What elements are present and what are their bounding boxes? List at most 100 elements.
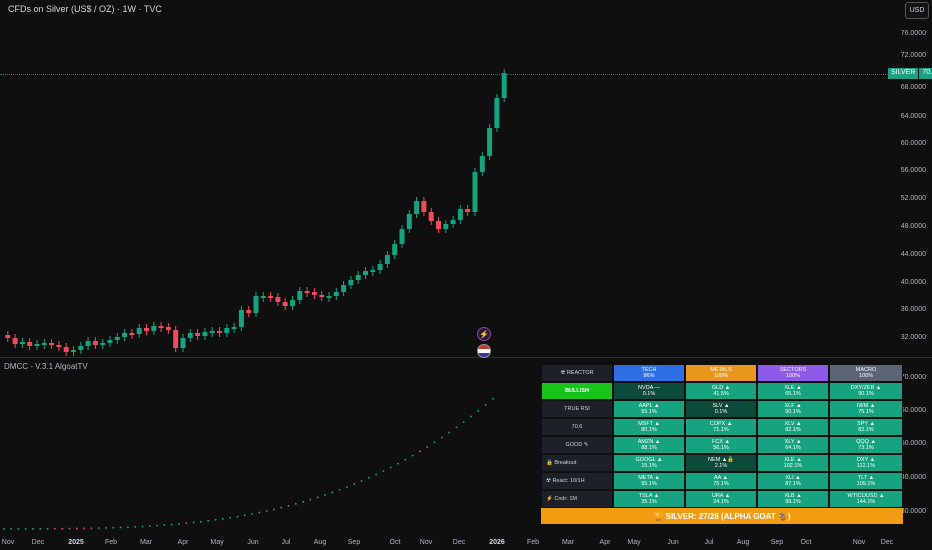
- indicator-axis-label: 60.0000: [900, 407, 926, 414]
- dashboard-cell-text: 24.1%: [713, 499, 729, 505]
- dashboard-row-label: ⚡ Cndr: 1M: [541, 490, 613, 508]
- dashboard-cell-text: 71.1%: [713, 427, 729, 433]
- indicator-dot: [163, 524, 166, 526]
- dashboard-cell-text: 2.1%: [714, 463, 728, 469]
- dashboard-row-label-text: ⚡ Cndr: 1M: [546, 495, 577, 502]
- dashboard-cell-text: DXY/ZEB ▲: [850, 384, 882, 391]
- lightning-icon[interactable]: ⚡: [477, 327, 491, 341]
- indicator-dot: [302, 500, 304, 503]
- indicator-dot: [236, 515, 239, 518]
- candle: [12, 338, 18, 344]
- candle: [49, 343, 55, 345]
- indicator-dot: [258, 511, 261, 514]
- dashboard-cell-text: 80.1%: [641, 427, 657, 433]
- price-axis-label: 44.0000: [900, 251, 926, 258]
- time-axis-label: Jun: [667, 539, 679, 546]
- time-axis-label: Apr: [177, 539, 189, 546]
- indicator-dot: [149, 525, 151, 527]
- dashboard-col-header-text: 100%: [785, 373, 801, 379]
- time-axis-label: Sep: [770, 539, 784, 546]
- dashboard-row-label-text: 🔒 Breakout: [546, 459, 577, 466]
- candle: [129, 333, 135, 335]
- dashboard-cell: XLB ▲ 99.1%: [757, 490, 829, 508]
- candle: [100, 343, 106, 345]
- indicator-dot: [360, 480, 363, 482]
- dashboard-row-label: GOOD ✎: [541, 436, 613, 454]
- time-axis-label: Nov: [419, 539, 433, 546]
- dashboard-header-label-text: ☢ REACTOR: [560, 369, 594, 376]
- candle: [406, 214, 412, 229]
- time-axis-label: Dec: [880, 539, 894, 546]
- dashboard-cell-text: 109.1%: [856, 481, 876, 487]
- candle: [122, 333, 128, 337]
- time-axis-label: Dec: [31, 539, 45, 546]
- dashboard-cell: COPX ▲ 71.1%: [685, 418, 757, 436]
- dashboard-cell: TLT ▲ 109.1%: [829, 472, 903, 490]
- indicator-dot: [76, 527, 78, 530]
- indicator-dot: [404, 458, 407, 461]
- currency-button[interactable]: USD: [905, 2, 929, 19]
- dashboard-cell: META ▲ 95.1%: [613, 472, 685, 490]
- candle: [363, 271, 368, 275]
- indicator-dot: [207, 520, 209, 522]
- candle: [472, 172, 478, 212]
- dashboard-cell-text: SLV ▲: [712, 402, 730, 409]
- time-axis-label: Jul: [704, 539, 714, 546]
- candle: [333, 292, 339, 296]
- chart-title: CFDs on Silver (US$ / OZ) · 1W · TVC: [8, 4, 162, 14]
- time-axis-label: Jul: [281, 539, 291, 546]
- flag-icon[interactable]: [477, 344, 491, 358]
- indicator-title[interactable]: DMCC - V.3.1 AlgoatTV: [4, 362, 88, 371]
- dashboard-footer: 🏆 SILVER: 27/28 (ALPHA GOAT 🐐): [541, 508, 903, 524]
- dashboard-cell-text: 95.1%: [641, 481, 657, 487]
- indicator-dot: [46, 527, 49, 530]
- price-axis-label: 36.0000: [900, 306, 926, 313]
- dashboard-cell-text: 64.1%: [785, 445, 801, 451]
- dashboard-cell-text: 112.1%: [856, 463, 876, 469]
- time-axis-label: Sep: [347, 539, 361, 546]
- indicator-dot: [426, 446, 428, 448]
- dashboard-cell: XLY ▲ 64.1%: [757, 436, 829, 454]
- dashboard-row-label: TRUE RSI: [541, 400, 613, 418]
- price-axis-label: 72.0000: [900, 52, 926, 59]
- dashboard-cell-text: 75.1%: [713, 481, 729, 487]
- indicator-dot: [287, 504, 290, 507]
- indicator-dot: [90, 527, 93, 530]
- indicator-dot: [273, 508, 275, 511]
- time-axis-label: May: [627, 539, 641, 546]
- dashboard-col-header-text: SECTORS: [779, 366, 807, 373]
- dashboard-cell-text: AMZN ▲: [637, 438, 661, 445]
- dashboard-cell-text: 0.1%: [714, 409, 728, 415]
- candle: [319, 295, 325, 297]
- dashboard-cell-text: 90.1%: [785, 409, 801, 415]
- dashboard-cell: AAPL ▲ 55.1%: [613, 400, 685, 418]
- pane-separator[interactable]: [0, 357, 932, 358]
- dashboard-col-header: TECH 86%: [613, 364, 685, 382]
- dashboard-cell-text: FCX ▲: [712, 438, 730, 445]
- candle: [392, 244, 398, 255]
- price-axis-label: 56.0000: [900, 167, 926, 174]
- time-axis-label: May: [210, 539, 224, 546]
- dashboard-cell-text: 56.1%: [713, 445, 729, 451]
- price-axis-label: 40.0000: [900, 279, 926, 286]
- time-axis-label: Nov: [1, 539, 15, 546]
- candle: [414, 201, 420, 214]
- candle: [304, 291, 310, 293]
- candle: [341, 285, 347, 292]
- dashboard-cell-text: NVDA —: [637, 384, 660, 391]
- dashboard-cell: XLI ▲ 87.1%: [757, 472, 829, 490]
- dashboard-cell-text: XLI ▲: [785, 474, 801, 481]
- dashboard-cell-text: 87.1%: [785, 481, 801, 487]
- indicator-dot: [411, 454, 414, 457]
- dashboard-cell-text: XLE ▲: [784, 384, 802, 391]
- dashboard-cell: XLE ▲ 65.1%: [757, 382, 829, 400]
- candle: [290, 300, 295, 306]
- indicator-dot: [251, 513, 253, 515]
- dashboard-cell: GLD ▲ 41.5%: [685, 382, 757, 400]
- dashboard-row-label: 🔒 Breakout: [541, 454, 613, 472]
- indicator-dot: [3, 528, 5, 530]
- indicator-dot: [229, 516, 231, 519]
- candle: [479, 156, 485, 172]
- dashboard-cell-text: 73.1%: [858, 445, 874, 451]
